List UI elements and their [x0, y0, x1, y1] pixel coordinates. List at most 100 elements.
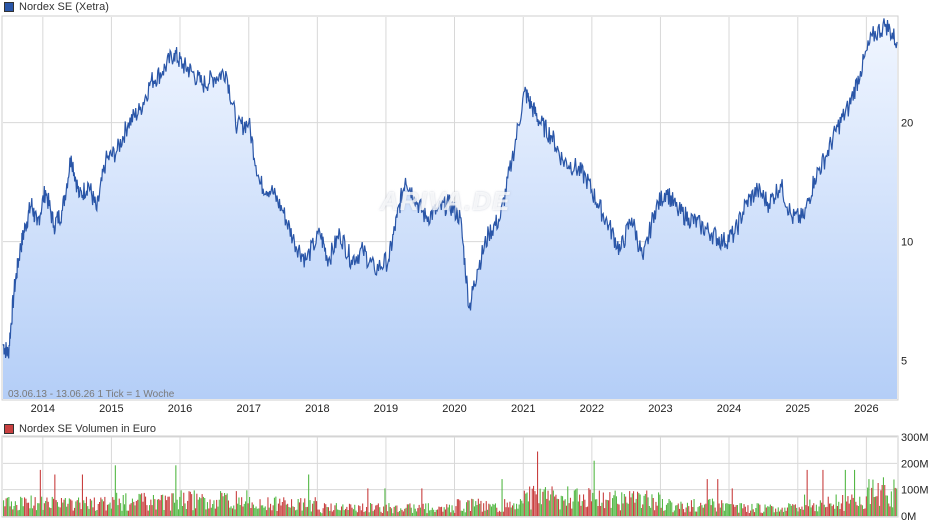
volume-bar — [871, 487, 873, 516]
volume-bar — [130, 503, 132, 516]
volume-bar — [567, 486, 569, 516]
volume-bar — [47, 501, 49, 516]
volume-bar — [629, 491, 631, 516]
volume-bar — [672, 512, 674, 516]
volume-bar — [333, 510, 335, 516]
volume-bar — [564, 499, 566, 516]
volume-bar — [686, 502, 688, 516]
volume-bar — [855, 501, 857, 516]
volume-bar — [488, 503, 490, 516]
volume-bar — [831, 506, 833, 516]
volume-bar — [302, 502, 304, 516]
volume-bar — [473, 506, 475, 516]
volume-bar — [558, 499, 560, 516]
volume-bar — [78, 497, 80, 516]
volume-bar — [839, 509, 841, 516]
volume-bar — [202, 496, 204, 516]
volume-bar — [480, 500, 482, 516]
volume-bar — [126, 510, 128, 516]
price-line — [2, 18, 898, 359]
volume-bar — [321, 513, 323, 516]
volume-bar — [20, 496, 22, 516]
volume-bar — [565, 505, 567, 516]
volume-bar — [317, 509, 319, 516]
volume-bar — [859, 496, 861, 516]
volume-bar — [581, 501, 583, 516]
volume-bar — [613, 495, 615, 516]
volume-bars — [3, 451, 898, 516]
price-x-tick-label: 2021 — [511, 403, 535, 415]
volume-frame — [1, 435, 899, 518]
volume-bar — [664, 510, 666, 516]
volume-bar — [471, 498, 473, 516]
volume-bar — [87, 506, 89, 516]
volume-bar — [162, 494, 164, 516]
volume-bar — [276, 511, 278, 516]
volume-bar — [455, 506, 457, 516]
volume-bar — [715, 511, 717, 516]
volume-bar — [579, 494, 581, 516]
volume-bar — [334, 505, 336, 516]
volume-bar — [166, 500, 168, 516]
volume-bar — [56, 502, 58, 516]
volume-bar — [230, 506, 232, 516]
volume-bar — [97, 504, 99, 516]
volume-bar — [26, 502, 28, 516]
volume-bar — [785, 510, 787, 516]
volume-bar — [489, 504, 491, 516]
volume-bar — [329, 510, 331, 516]
volume-bar — [306, 506, 308, 516]
volume-bar — [748, 513, 750, 516]
volume-bar — [497, 512, 499, 516]
volume-bar — [150, 499, 152, 516]
volume-bar — [706, 479, 708, 516]
volume-bar — [38, 503, 40, 516]
volume-bar — [444, 509, 446, 516]
volume-bar — [468, 500, 470, 516]
volume-bar — [134, 505, 136, 516]
volume-bar — [189, 491, 191, 516]
volume-bar — [800, 509, 802, 516]
volume-bar — [789, 504, 791, 516]
volume-bar — [246, 490, 248, 516]
volume-bar — [660, 507, 662, 516]
volume-bar — [372, 511, 374, 516]
volume-bar — [222, 496, 224, 516]
volume-bar — [492, 503, 494, 516]
volume-bar — [623, 494, 625, 516]
volume-bar — [309, 500, 311, 516]
volume-bar — [806, 469, 808, 516]
volume-bar — [174, 502, 176, 516]
volume-bar — [4, 506, 6, 516]
volume-bar — [59, 507, 61, 516]
volume-bar — [155, 509, 157, 516]
volume-bar — [314, 497, 316, 516]
volume-bar — [827, 496, 829, 516]
volume-bar — [195, 508, 197, 516]
volume-bar — [287, 503, 289, 516]
volume-bar — [355, 510, 357, 516]
volume-bar — [485, 501, 487, 516]
volume-bar — [104, 496, 106, 516]
volume-bar — [498, 510, 500, 516]
volume-bar — [631, 493, 633, 516]
volume-bar — [310, 511, 312, 516]
volume-bar — [438, 506, 440, 516]
volume-bar — [379, 507, 381, 516]
volume-bar — [680, 501, 682, 516]
volume-bar — [363, 512, 365, 516]
volume-bar — [267, 497, 269, 516]
volume-bar — [626, 502, 628, 516]
volume-bar — [318, 509, 320, 516]
volume-bar — [835, 494, 837, 516]
volume-bar — [798, 507, 800, 516]
volume-bar — [735, 505, 737, 516]
volume-bar — [625, 496, 627, 516]
volume-bar — [393, 506, 395, 516]
volume-bar — [34, 497, 36, 516]
volume-bar — [300, 498, 302, 516]
volume-bar — [867, 487, 869, 516]
volume-bar — [609, 492, 611, 516]
volume-bar — [124, 504, 126, 516]
volume-bar — [388, 503, 390, 516]
